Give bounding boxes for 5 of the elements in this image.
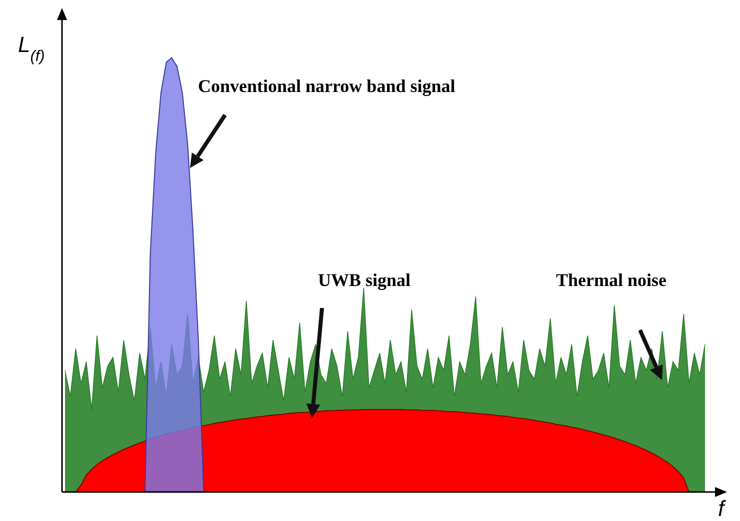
series-label: Thermal noise (556, 270, 667, 290)
x-axis-title: f (718, 496, 727, 521)
series-label: Conventional narrow band signal (198, 76, 456, 96)
text: UWB signal (318, 270, 411, 290)
y-axis-title: L$_{(f)}$ (18, 32, 45, 64)
